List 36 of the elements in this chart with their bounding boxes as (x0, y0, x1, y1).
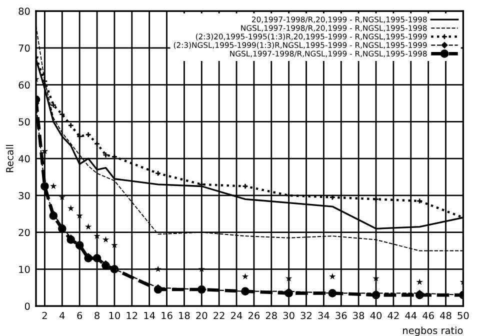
y-tick-label: 30 (18, 192, 30, 200)
x-tick-label: 48 (440, 312, 452, 320)
x-tick-label: 20 (196, 312, 208, 320)
x-tick-label: 42 (388, 312, 399, 320)
x-tick-label: 24 (231, 312, 242, 320)
x-tick-label: 50 (458, 312, 469, 320)
y-tick-label: 60 (18, 81, 30, 89)
x-tick-label: 34 (318, 312, 330, 320)
x-tick-label: 30 (283, 312, 294, 320)
y-axis-title: Recall (6, 145, 14, 172)
x-tick-label: 10 (109, 312, 120, 320)
x-tick-label: 12 (126, 312, 138, 320)
x-tick-label: 4 (60, 312, 65, 320)
y-tick-label: 80 (18, 8, 30, 15)
y-tick-label: 50 (18, 118, 30, 126)
x-tick-label: 22 (214, 312, 224, 320)
x-tick-label: 26 (248, 312, 260, 320)
x-tick-label: 36 (336, 312, 347, 320)
x-tick-label: 16 (162, 312, 172, 320)
x-tick-label: 2 (42, 312, 47, 320)
y-tick-label: 40 (18, 155, 30, 162)
y-tick-label: 20 (18, 228, 30, 236)
x-tick-label: 8 (94, 312, 100, 320)
x-tick-label: 40 (370, 312, 382, 320)
x-tick-label: 14 (144, 312, 155, 320)
y-tick-label: 0 (24, 302, 30, 310)
y-tick-label: 70 (18, 44, 30, 52)
x-tick-label: 18 (179, 312, 190, 320)
x-tick-label: 28 (266, 312, 277, 320)
x-axis-title: negbos ratio (403, 326, 463, 336)
x-tick-label: 44 (405, 312, 417, 320)
x-tick-label: 6 (77, 312, 82, 320)
x-tick-label: 32 (300, 312, 312, 320)
x-tick-label: 38 (353, 312, 364, 320)
x-tick-label: 46 (422, 312, 434, 320)
y-tick-label: 10 (19, 266, 30, 274)
